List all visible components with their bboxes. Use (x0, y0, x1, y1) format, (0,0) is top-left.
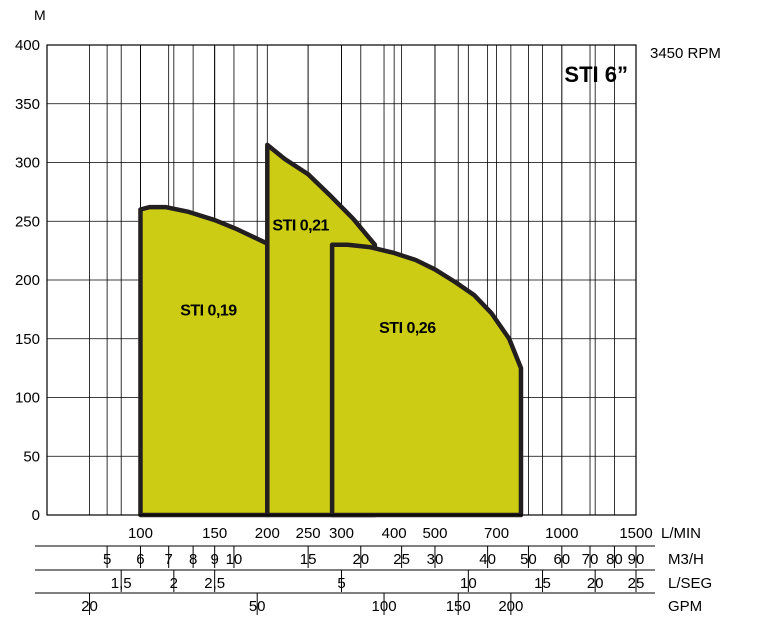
y-tick-label: 250 (15, 213, 40, 230)
x-tick-label-lmin: 700 (484, 525, 509, 542)
secondary-tick-label: 6 (136, 551, 144, 568)
secondary-tick-label: 150 (446, 598, 471, 615)
series-areas: STI 0,19 STI 0,21 STI 0,26 (138, 142, 524, 518)
secondary-tick-label: 20 (587, 575, 604, 592)
secondary-tick-label: 15 (534, 575, 551, 592)
secondary-tick-label: 50 (249, 598, 266, 615)
secondary-tick-label: 70 (582, 551, 599, 568)
x-tick-label-lmin: 250 (296, 525, 321, 542)
x-tick-label-lmin: 400 (382, 525, 407, 542)
secondary-tick-label: 25 (628, 575, 645, 592)
x-tick-label-lmin: 500 (422, 525, 447, 542)
series-label: STI 0,21 (272, 218, 329, 235)
secondary-tick-label: 200 (498, 598, 523, 615)
chart-title: STI 6” (564, 62, 628, 87)
secondary-axis-unit: GPM (668, 598, 702, 615)
secondary-tick-label: 10 (226, 551, 243, 568)
y-axis: 0 50 100 150 200 250 300 350 400 (15, 37, 40, 524)
secondary-tick-label: 5 (103, 551, 111, 568)
y-tick-label: 200 (15, 272, 40, 289)
secondary-tick-label: 8 (189, 551, 197, 568)
y-tick-label: 0 (32, 507, 40, 524)
y-tick-label: 400 (15, 37, 40, 54)
secondary-tick-label: 30 (427, 551, 444, 568)
secondary-tick-label: 7 (165, 551, 173, 568)
secondary-axis-unit: L/SEG (668, 575, 712, 592)
rpm-label: 3450 RPM (650, 45, 721, 62)
y-tick-label: 100 (15, 390, 40, 407)
plot-frame (46, 44, 637, 516)
secondary-tick-label: 100 (372, 598, 397, 615)
secondary-tick-label: 9 (210, 551, 218, 568)
series-area-2 (329, 242, 524, 518)
secondary-tick-label: 40 (479, 551, 496, 568)
x-tick-label-lmin: 100 (128, 525, 153, 542)
x-tick-label-lmin: 200 (255, 525, 280, 542)
secondary-tick-label: 5 (337, 575, 345, 592)
secondary-axis-unit: M3/H (668, 551, 704, 568)
y-tick-label: 150 (15, 331, 40, 348)
secondary-tick-label: 50 (520, 551, 537, 568)
y-tick-label: 350 (15, 96, 40, 113)
x-tick-label-lmin: 1500 (619, 525, 652, 542)
secondary-tick-label: 90 (628, 551, 645, 568)
y-tick-label: 300 (15, 155, 40, 172)
x-unit-lmin: L/MIN (661, 525, 701, 542)
series-label: STI 0,26 (379, 320, 436, 337)
secondary-tick-label: 80 (606, 551, 623, 568)
series-area-0 (138, 204, 270, 518)
x-tick-label-lmin: 300 (329, 525, 354, 542)
secondary-tick-label: 20 (81, 598, 98, 615)
secondary-tick-label: 10 (460, 575, 477, 592)
x-tick-label-lmin: 150 (202, 525, 227, 542)
y-axis-label: M (34, 7, 46, 23)
secondary-tick-label: 1,5 (111, 575, 132, 592)
x-tick-label-lmin: 1000 (545, 525, 578, 542)
secondary-tick-label: 2 (170, 575, 178, 592)
series-label: STI 0,19 (180, 302, 237, 319)
secondary-tick-label: 20 (352, 551, 369, 568)
y-tick-label: 50 (23, 448, 40, 465)
secondary-tick-label: 60 (553, 551, 570, 568)
secondary-tick-label: 15 (300, 551, 317, 568)
secondary-tick-label: 25 (393, 551, 410, 568)
secondary-tick-label: 2,5 (204, 575, 225, 592)
